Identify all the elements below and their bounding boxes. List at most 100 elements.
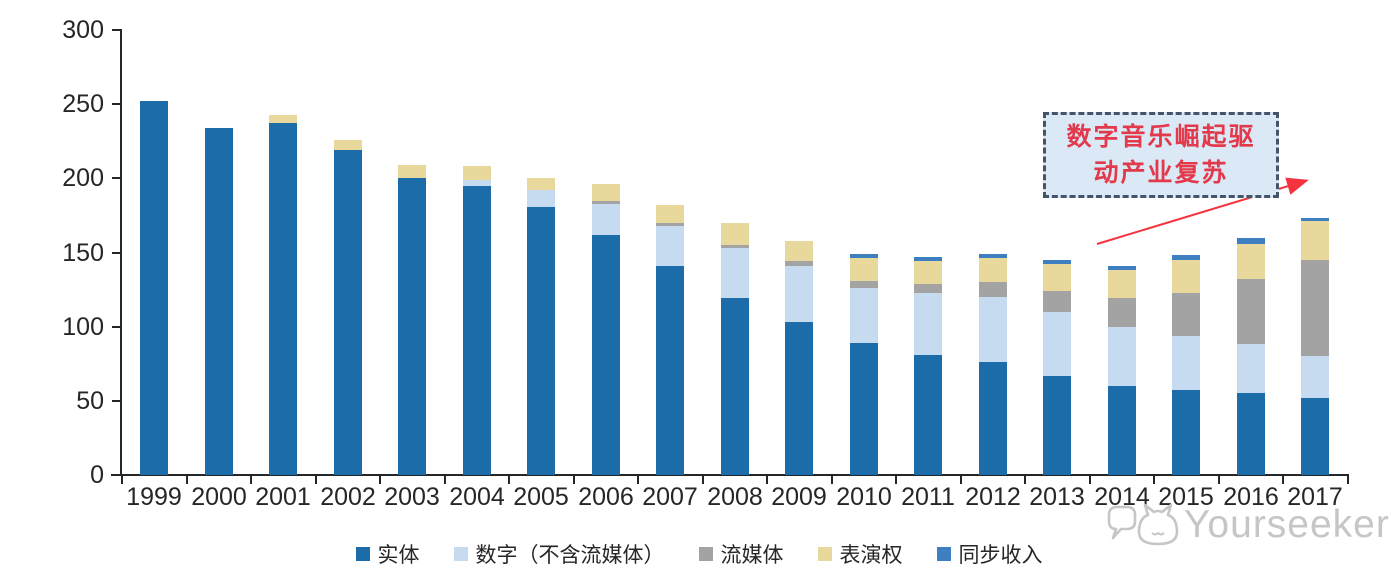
x-axis-tick bbox=[508, 476, 510, 484]
x-axis-tick bbox=[702, 476, 704, 484]
bar-segment-2017-series2 bbox=[1301, 260, 1329, 356]
bar-segment-2012-series4 bbox=[979, 254, 1007, 258]
bar-segment-2011-series3 bbox=[914, 261, 942, 284]
bar-segment-2007-series3 bbox=[656, 205, 684, 223]
y-axis-tick bbox=[112, 103, 121, 105]
x-axis-label: 2016 bbox=[1223, 483, 1279, 511]
x-axis-tick bbox=[186, 476, 188, 484]
y-axis-label: 250 bbox=[62, 90, 104, 118]
bar-segment-2001-series0 bbox=[269, 123, 297, 475]
bar-segment-2016-series4 bbox=[1237, 238, 1265, 244]
y-axis bbox=[120, 29, 122, 476]
bar-segment-2009-series0 bbox=[785, 322, 813, 475]
bar-segment-2017-series1 bbox=[1301, 356, 1329, 398]
bar-segment-2010-series2 bbox=[850, 281, 878, 288]
bar-segment-2015-series3 bbox=[1172, 260, 1200, 293]
bar-segment-2004-series1 bbox=[463, 180, 491, 186]
legend-swatch bbox=[453, 547, 468, 561]
x-axis-label: 2005 bbox=[513, 483, 569, 511]
bar-segment-2012-series1 bbox=[979, 297, 1007, 362]
y-axis-label: 0 bbox=[90, 461, 104, 489]
y-axis-label: 50 bbox=[76, 387, 104, 415]
y-axis-tick bbox=[112, 474, 121, 476]
legend-label: 流媒体 bbox=[720, 544, 784, 567]
x-axis-tick bbox=[637, 476, 639, 484]
bar-segment-2013-series2 bbox=[1043, 291, 1071, 312]
bar-segment-2014-series4 bbox=[1108, 266, 1136, 270]
bar-segment-2003-series3 bbox=[398, 165, 426, 178]
bar-segment-2004-series3 bbox=[463, 166, 491, 180]
x-axis-tick bbox=[315, 476, 317, 484]
x-axis-label: 2000 bbox=[191, 483, 247, 511]
x-axis-tick bbox=[379, 476, 381, 484]
bar-segment-2010-series1 bbox=[850, 288, 878, 343]
legend: 实体 数字（不含流媒体） 流媒体 表演权 同步收入 bbox=[0, 539, 1398, 569]
x-axis-tick bbox=[1153, 476, 1155, 484]
legend-swatch bbox=[817, 547, 832, 561]
x-axis-tick bbox=[1347, 476, 1349, 484]
x-axis-label: 2017 bbox=[1287, 483, 1343, 511]
bar-segment-2009-series2 bbox=[785, 261, 813, 266]
x-axis-label: 2013 bbox=[1029, 483, 1085, 511]
x-axis-tick bbox=[1089, 476, 1091, 484]
bar-segment-2013-series1 bbox=[1043, 312, 1071, 376]
bar-segment-2004-series0 bbox=[463, 186, 491, 475]
y-axis-tick bbox=[112, 177, 121, 179]
bar-segment-2016-series3 bbox=[1237, 244, 1265, 279]
bar-segment-2005-series1 bbox=[527, 190, 555, 207]
bar-segment-2015-series0 bbox=[1172, 390, 1200, 475]
bar-segment-2006-series2 bbox=[592, 201, 620, 204]
x-axis-tick bbox=[1282, 476, 1284, 484]
y-axis-label: 300 bbox=[62, 16, 104, 44]
bar-segment-2007-series2 bbox=[656, 223, 684, 226]
annotation-text-line1: 数字音乐崛起驱 bbox=[1066, 122, 1256, 151]
x-axis-tick bbox=[831, 476, 833, 484]
bar-segment-2009-series1 bbox=[785, 266, 813, 322]
bar-segment-2007-series0 bbox=[656, 266, 684, 475]
x-axis-tick bbox=[1218, 476, 1220, 484]
x-axis-tick bbox=[1024, 476, 1026, 484]
y-axis-label: 150 bbox=[62, 239, 104, 267]
bar-segment-2011-series0 bbox=[914, 355, 942, 475]
bar-segment-2008-series2 bbox=[721, 245, 749, 248]
bar-segment-2012-series2 bbox=[979, 282, 1007, 297]
bar-segment-2001-series3 bbox=[269, 115, 297, 123]
bar-segment-2016-series0 bbox=[1237, 393, 1265, 475]
bar-segment-2002-series0 bbox=[334, 150, 362, 475]
bar-segment-2011-series4 bbox=[914, 257, 942, 261]
bar-segment-2005-series0 bbox=[527, 207, 555, 475]
x-axis-label: 2004 bbox=[449, 483, 505, 511]
y-axis-tick bbox=[112, 400, 121, 402]
legend-item-series2: 流媒体 bbox=[698, 539, 784, 569]
legend-label: 同步收入 bbox=[958, 544, 1043, 567]
bar-segment-2008-series1 bbox=[721, 248, 749, 298]
legend-item-series3: 表演权 bbox=[817, 539, 903, 569]
y-axis-label: 200 bbox=[62, 164, 104, 192]
bar-segment-2012-series3 bbox=[979, 258, 1007, 282]
bar-segment-2007-series1 bbox=[656, 226, 684, 266]
x-axis-tick bbox=[960, 476, 962, 484]
bar-segment-2014-series2 bbox=[1108, 298, 1136, 327]
x-axis-label: 2001 bbox=[255, 483, 311, 511]
x-axis-label: 2012 bbox=[965, 483, 1021, 511]
bar-segment-2014-series0 bbox=[1108, 386, 1136, 475]
bar-segment-2005-series3 bbox=[527, 178, 555, 190]
bar-segment-2010-series0 bbox=[850, 343, 878, 475]
x-axis-label: 2008 bbox=[707, 483, 763, 511]
x-axis-label: 2003 bbox=[384, 483, 440, 511]
x-axis-label: 2007 bbox=[642, 483, 698, 511]
bar-segment-2010-series3 bbox=[850, 258, 878, 281]
x-axis-tick bbox=[895, 476, 897, 484]
x-axis-label: 2009 bbox=[771, 483, 827, 511]
legend-swatch bbox=[698, 547, 713, 561]
bar-segment-2011-series2 bbox=[914, 284, 942, 293]
bar-segment-2017-series3 bbox=[1301, 221, 1329, 260]
y-axis-tick bbox=[112, 252, 121, 254]
legend-swatch bbox=[936, 547, 951, 561]
x-axis-label: 2002 bbox=[320, 483, 376, 511]
annotation-callout: 数字音乐崛起驱 动产业复苏 bbox=[1043, 112, 1279, 198]
x-axis-tick bbox=[250, 476, 252, 484]
bar-segment-2016-series1 bbox=[1237, 344, 1265, 393]
bar-segment-2009-series3 bbox=[785, 241, 813, 261]
